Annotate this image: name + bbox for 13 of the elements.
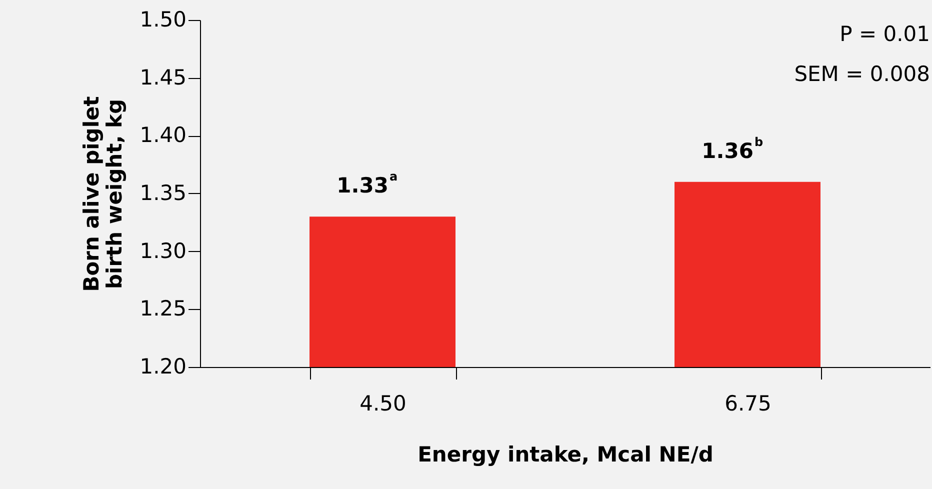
- y-tick-label: 1.45: [140, 65, 186, 90]
- x-tick-label: 4.50: [360, 392, 406, 416]
- y-tick-label: 1.50: [140, 8, 186, 32]
- y-tick-label: 1.40: [140, 123, 186, 148]
- annotation: P = 0.01: [840, 22, 930, 46]
- y-tick-label: 1.25: [140, 296, 186, 321]
- x-axis-title: Energy intake, Mcal NE/d: [418, 442, 714, 466]
- annotation: SEM = 0.008: [794, 62, 930, 86]
- y-tick-label: 1.30: [140, 238, 186, 263]
- y-axis-title: Born alive piglet birth weight, kg: [80, 96, 127, 292]
- x-tick-label: 6.75: [724, 392, 772, 416]
- y-tick-label: 1.20: [140, 354, 186, 378]
- y-tick-label: 1.35: [140, 181, 186, 205]
